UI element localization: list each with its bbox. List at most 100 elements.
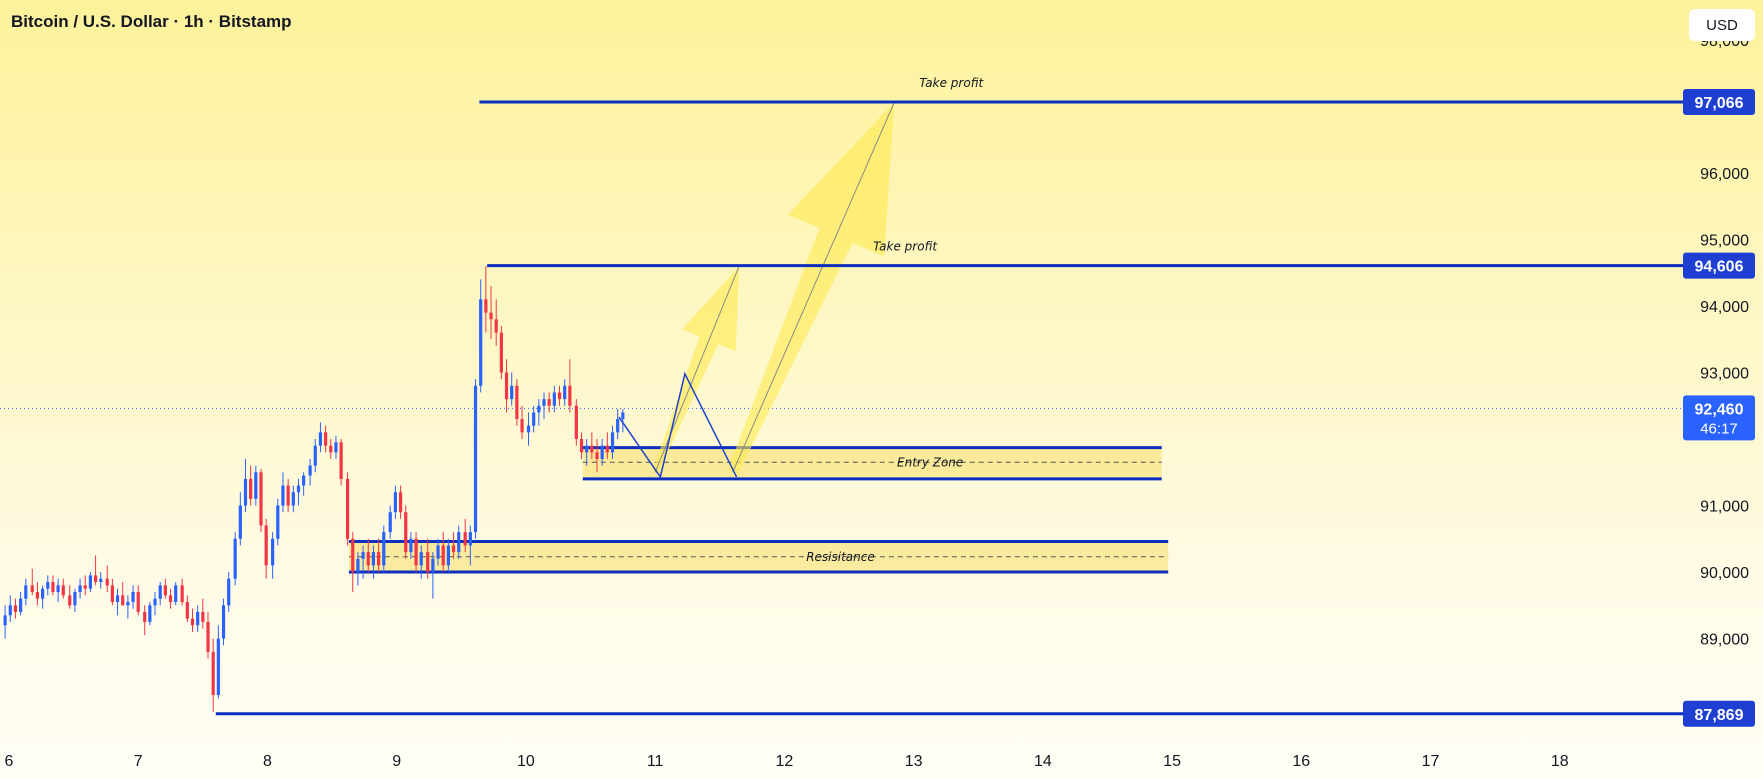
y-tick-label: 93,000 (1700, 366, 1749, 383)
candle-body-99 (532, 412, 536, 426)
candle-body-91 (489, 312, 493, 320)
candle-body-11 (61, 585, 65, 596)
candle-body-78 (419, 552, 423, 566)
candle-body-98 (526, 425, 531, 433)
price-tag-label-0: 97,066 (1695, 95, 1744, 112)
candle-body-42 (227, 578, 231, 606)
projection-path (618, 371, 738, 479)
candle-body-113 (605, 445, 609, 453)
candle-body-49 (264, 525, 268, 566)
x-tick-label: 7 (134, 753, 143, 770)
y-tick-label: 89,000 (1700, 632, 1749, 649)
candle-body-31 (168, 595, 173, 602)
candle-body-29 (158, 585, 162, 599)
candle-body-5 (30, 585, 34, 593)
candle-body-97 (520, 419, 524, 433)
candle-body-36 (196, 611, 200, 626)
candle-body-108 (579, 439, 584, 453)
candle-body-75 (404, 512, 408, 553)
candle-body-58 (313, 445, 317, 466)
candle-body-4 (24, 585, 28, 599)
candle-body-45 (243, 478, 248, 506)
candle-body-13 (73, 592, 77, 606)
y-tick-label: 90,000 (1700, 565, 1749, 582)
candle-body-21 (115, 595, 120, 602)
current-price-label: 92,460 (1695, 401, 1744, 418)
candle-body-71 (382, 532, 386, 566)
candle-body-23 (126, 601, 130, 606)
x-tick-label: 11 (647, 753, 664, 770)
level-label-0: Take profit (919, 76, 984, 90)
candle-body-77 (414, 538, 418, 566)
target-arrow-line-1 (732, 102, 895, 473)
candle-body-37 (201, 611, 205, 622)
candle-body-83 (446, 545, 450, 566)
candle-body-46 (249, 478, 253, 499)
candle-body-51 (276, 505, 280, 539)
candle-body-111 (595, 452, 599, 459)
x-tick-label: 15 (1163, 753, 1181, 770)
candle-body-2 (13, 605, 18, 612)
candle-body-81 (436, 545, 440, 559)
candle-body-40 (216, 638, 220, 696)
candle-body-80 (431, 558, 435, 573)
candle-body-92 (494, 319, 498, 333)
candle-body-116 (621, 412, 625, 420)
candle-body-114 (610, 432, 615, 453)
y-tick-label: 96,000 (1700, 166, 1749, 183)
candle-body-20 (110, 585, 114, 602)
price-tag-label-1: 94,606 (1695, 259, 1744, 276)
x-tick-label: 10 (517, 753, 535, 770)
candle-body-107 (574, 405, 578, 440)
candle-body-9 (51, 582, 55, 593)
price-tag-2 (1683, 700, 1755, 727)
candle-body-50 (271, 538, 275, 566)
candle-body-105 (563, 385, 567, 400)
candle-body-82 (441, 545, 445, 566)
candle-body-63 (339, 442, 343, 479)
candle-body-8 (46, 582, 50, 589)
candle-body-10 (56, 585, 60, 593)
candle-body-93 (499, 332, 503, 373)
candle-body-27 (148, 605, 152, 622)
candle-body-62 (334, 442, 338, 453)
candle-body-96 (515, 385, 519, 420)
currency-button[interactable]: USD (1689, 9, 1755, 41)
candle-body-109 (585, 445, 589, 453)
candle-body-89 (479, 299, 483, 386)
zone-label-0: Entry Zone (897, 455, 963, 469)
candle-body-94 (504, 372, 509, 400)
y-tick-label: 91,000 (1700, 499, 1749, 516)
countdown-label: 46:17 (1700, 420, 1738, 437)
candle-body-76 (409, 538, 413, 553)
candle-body-68 (366, 552, 370, 566)
candle-body-90 (484, 299, 488, 313)
x-tick-label: 16 (1292, 753, 1310, 770)
price-tag-0 (1683, 89, 1755, 116)
candle-body-1 (8, 605, 12, 616)
candle-body-47 (254, 472, 258, 499)
x-tick-label: 18 (1551, 753, 1569, 770)
candle-body-112 (600, 445, 604, 459)
candle-body-18 (99, 578, 103, 583)
candle-body-33 (180, 585, 184, 602)
target-arrow-1 (727, 102, 895, 475)
symbol-title[interactable]: Bitcoin / U.S. Dollar · 1h · Bitstamp (11, 12, 292, 31)
x-tick-label: 9 (392, 753, 401, 770)
candle-body-102 (547, 399, 551, 406)
current-price-tag (1683, 395, 1755, 441)
candle-body-38 (206, 621, 210, 652)
candle-body-115 (616, 419, 620, 433)
candle-body-95 (510, 385, 514, 400)
candle-body-12 (68, 595, 72, 606)
x-tick-label: 17 (1422, 753, 1440, 770)
candle-body-24 (131, 592, 135, 602)
candle-body-57 (308, 465, 312, 476)
zone-fill-0 (582, 447, 1162, 479)
candle-body-53 (286, 485, 290, 506)
target-arrow-line-0 (654, 265, 740, 473)
candle-body-65 (351, 538, 355, 573)
x-tick-label: 8 (263, 753, 272, 770)
